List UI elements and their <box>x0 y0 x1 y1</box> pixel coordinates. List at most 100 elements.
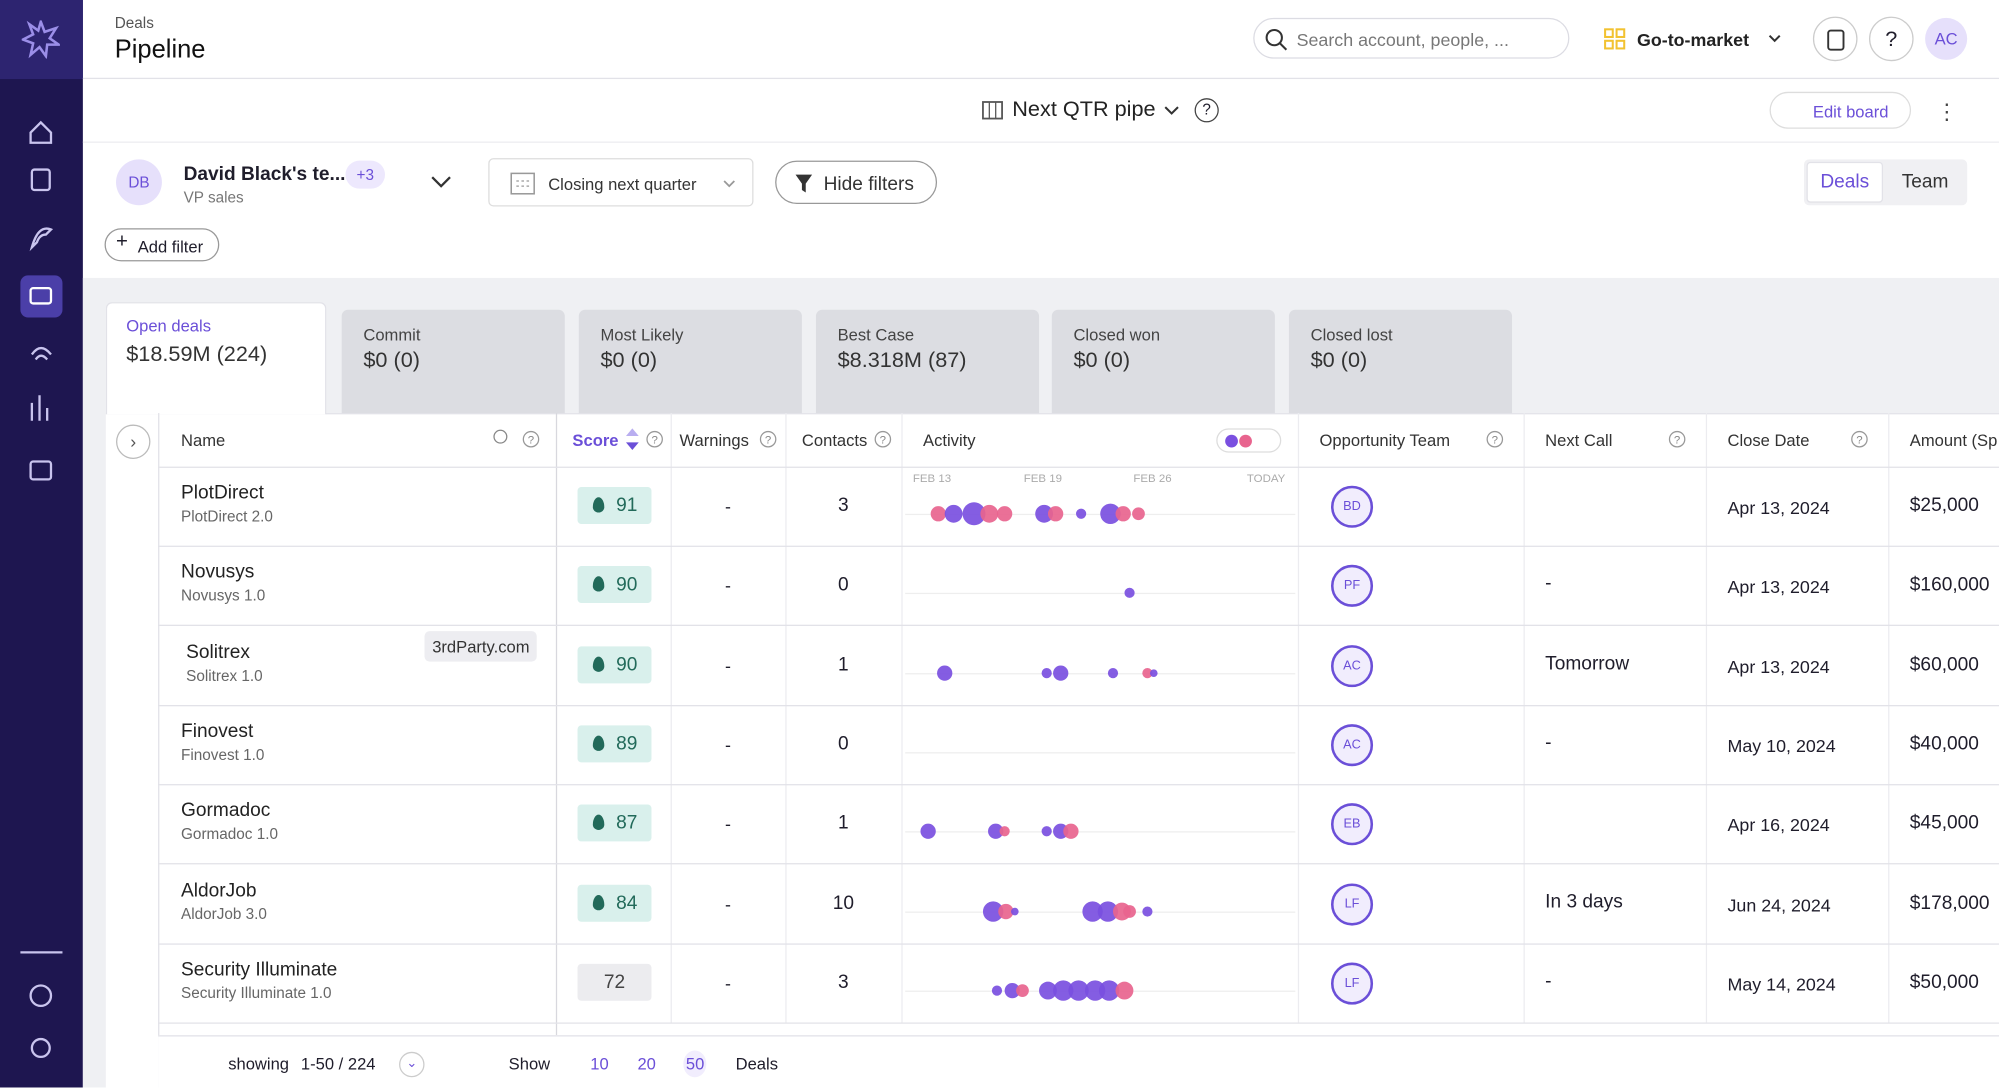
workspace[interactable]: Go-to-market <box>1604 25 1789 53</box>
help-icon[interactable]: ? <box>646 430 663 448</box>
owner-name[interactable]: David Black's te... <box>183 163 346 185</box>
column-header[interactable]: Next Call <box>1545 430 1613 451</box>
search[interactable]: Search account, people, ... <box>1253 17 1570 59</box>
team-avatar[interactable]: AC <box>1330 644 1374 687</box>
activity-dot[interactable] <box>937 664 953 681</box>
page-size[interactable]: 50 <box>683 1050 707 1078</box>
board-name[interactable]: Next QTR pipe <box>1012 96 1156 122</box>
help-icon[interactable]: ? <box>874 430 892 448</box>
help-icon[interactable]: ? <box>1851 430 1868 448</box>
hide-filters[interactable]: Hide filters <box>775 160 938 204</box>
activity-dot[interactable] <box>1142 905 1153 917</box>
column-header[interactable]: Opportunity Team <box>1319 430 1451 451</box>
deal-name[interactable]: Novusys <box>181 561 255 584</box>
activity-dot[interactable] <box>1041 667 1052 678</box>
page-dropdown[interactable]: ⌄ <box>399 1051 425 1078</box>
activity-dot[interactable] <box>1124 588 1135 599</box>
activity-dot[interactable] <box>1016 983 1029 997</box>
activity-dot[interactable] <box>1115 981 1134 1000</box>
tab[interactable] <box>105 302 327 415</box>
toggle-team[interactable]: Team <box>1901 170 1949 193</box>
tasks-button[interactable] <box>1812 16 1858 62</box>
row[interactable] <box>159 705 1999 784</box>
activity-dot[interactable] <box>1115 506 1131 522</box>
help-icon[interactable]: ? <box>522 430 540 448</box>
page-size[interactable]: 20 <box>637 1054 656 1074</box>
activity-dot[interactable] <box>1142 667 1153 678</box>
activity-dot[interactable] <box>962 502 986 526</box>
column-header[interactable]: Name <box>181 430 226 451</box>
expand-button[interactable]: › <box>116 424 151 459</box>
team-avatar[interactable]: BD <box>1330 485 1374 528</box>
activity-dot[interactable] <box>1041 826 1052 837</box>
activity-dot[interactable] <box>998 903 1014 919</box>
edit-board[interactable]: Edit board <box>1769 91 1912 129</box>
help-icon[interactable]: ? <box>1486 430 1504 448</box>
activity-dot[interactable] <box>1039 981 1057 1000</box>
activity-dot[interactable] <box>1068 980 1089 1001</box>
deal-name[interactable]: Solitrex <box>186 640 250 663</box>
activity-dot[interactable] <box>1123 904 1136 918</box>
search-icon[interactable] <box>493 429 508 444</box>
toggle-deals[interactable]: Deals <box>1806 161 1884 203</box>
deal-name[interactable]: Finovest <box>181 720 254 742</box>
activity-dot[interactable] <box>991 985 1003 996</box>
column-header[interactable]: Amount (Sp <box>1909 430 1998 451</box>
deal-name[interactable]: PlotDirect <box>181 481 264 504</box>
activity-dot[interactable] <box>1149 668 1158 677</box>
column-header[interactable]: Warnings <box>679 430 749 451</box>
row[interactable] <box>159 784 1999 863</box>
row[interactable] <box>159 864 1999 943</box>
more-menu[interactable]: · · · <box>1942 90 1951 132</box>
add-filter[interactable]: Add filter <box>104 228 220 262</box>
date-filter[interactable]: Closing next quarter <box>488 158 754 207</box>
row[interactable] <box>159 467 1999 546</box>
help-icon[interactable]: ? <box>759 430 777 448</box>
activity-dot[interactable] <box>944 504 963 523</box>
team-avatar[interactable]: LF <box>1330 882 1374 925</box>
activity-dot[interactable] <box>996 506 1013 522</box>
active-nav[interactable] <box>20 275 63 318</box>
logo[interactable] <box>0 0 83 80</box>
deal-name[interactable]: Gormadoc <box>181 799 271 822</box>
activity-dot[interactable] <box>1063 823 1079 840</box>
activity-dot[interactable] <box>1076 508 1087 519</box>
team-avatar[interactable]: PF <box>1330 565 1374 608</box>
tab[interactable] <box>815 309 1040 414</box>
activity-dot[interactable] <box>982 900 1004 922</box>
deal-name[interactable]: Security Illuminate <box>181 958 338 981</box>
activity-dot[interactable] <box>1107 667 1119 678</box>
help-icon[interactable]: ? <box>1668 430 1686 448</box>
column-header[interactable]: Activity <box>923 430 976 451</box>
activity-dot[interactable] <box>999 826 1010 837</box>
tab[interactable] <box>341 309 565 414</box>
activity-dot[interactable] <box>1100 503 1121 524</box>
activity-dot[interactable] <box>920 823 936 840</box>
team-avatar[interactable]: LF <box>1330 962 1374 1005</box>
owner-extra[interactable]: +3 <box>345 160 386 189</box>
activity-dot[interactable] <box>1132 507 1145 521</box>
activity-dot[interactable] <box>1010 907 1019 915</box>
help-button[interactable]: ? <box>1869 16 1914 62</box>
column-header[interactable]: Close Date <box>1727 430 1810 451</box>
column-header[interactable]: Contacts <box>801 430 868 451</box>
help-icon[interactable]: ? <box>1194 98 1219 123</box>
tab[interactable] <box>1288 309 1513 414</box>
team-avatar[interactable]: AC <box>1330 724 1374 767</box>
avatar[interactable]: AC <box>1925 17 1968 60</box>
activity-dot[interactable] <box>1082 900 1103 922</box>
row[interactable] <box>159 546 1999 625</box>
activity-dot[interactable] <box>1047 506 1064 522</box>
activity-dot[interactable] <box>1053 664 1069 681</box>
team-avatar[interactable]: EB <box>1330 803 1374 846</box>
page-size[interactable]: 10 <box>590 1054 609 1074</box>
column-header[interactable]: Score <box>572 430 619 451</box>
tab[interactable] <box>578 309 802 414</box>
activity-dot[interactable] <box>1098 980 1120 1001</box>
owner-chevron[interactable] <box>430 175 453 190</box>
activity-dot[interactable] <box>1097 900 1119 922</box>
activity-dot[interactable] <box>980 504 999 523</box>
activity-dot[interactable] <box>930 506 946 522</box>
deal-name[interactable]: AldorJob <box>181 879 257 901</box>
tab[interactable] <box>1051 309 1275 414</box>
